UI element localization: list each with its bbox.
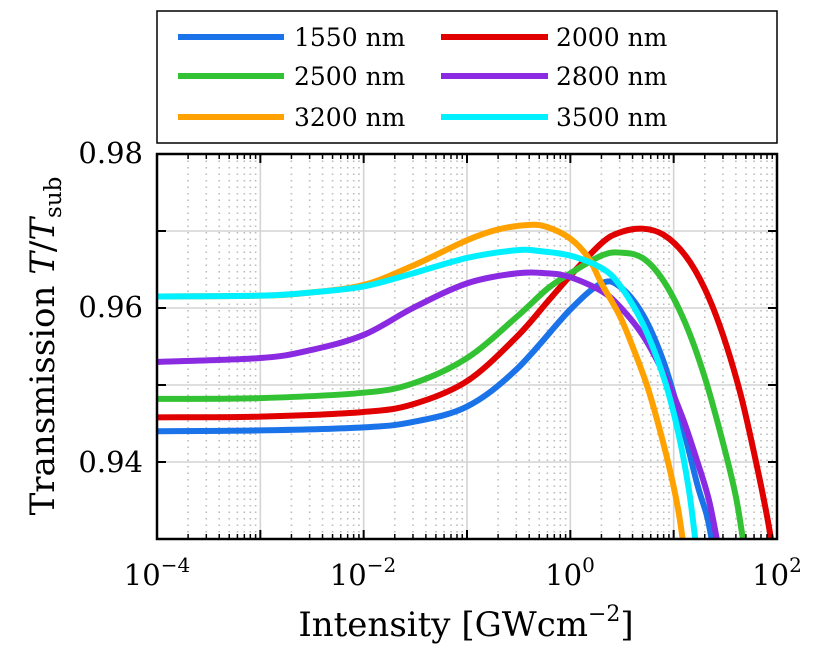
series-line-2500-nm (157, 249, 746, 539)
y-tick-label-1: 0.96 (78, 290, 143, 324)
legend-label-3200: 3200 nm (294, 103, 406, 132)
y-tick-label-2: 0.98 (78, 136, 143, 170)
major-grid (156, 154, 778, 539)
series-lines (157, 221, 775, 539)
legend-label-2500: 2500 nm (294, 62, 406, 91)
axis-ticks (156, 153, 778, 540)
legend-label-2000: 2000 nm (556, 23, 668, 52)
y-axis-label: Transmission T/Tsub (23, 177, 67, 516)
x-tick-label-2: 100 (545, 553, 595, 592)
legend-label-3500: 3500 nm (556, 103, 668, 132)
x-axis-label: Intensity [GWcm−2] (298, 602, 633, 645)
y-tick-label-0: 0.94 (78, 445, 143, 479)
legend-label-1550: 1550 nm (294, 23, 406, 52)
x-tick-label-0: 10−4 (124, 553, 190, 592)
series-line-2000-nm (157, 225, 775, 539)
series-line-2800-nm (157, 269, 720, 539)
x-tick-label-1: 10−2 (330, 553, 396, 592)
legend: 1550 nm 2000 nm 2500 nm 2800 nm 3200 nm … (156, 10, 778, 144)
legend-label-2800: 2800 nm (556, 62, 668, 91)
x-tick-label-3: 102 (752, 553, 802, 592)
series-line-3500-nm (157, 246, 699, 539)
